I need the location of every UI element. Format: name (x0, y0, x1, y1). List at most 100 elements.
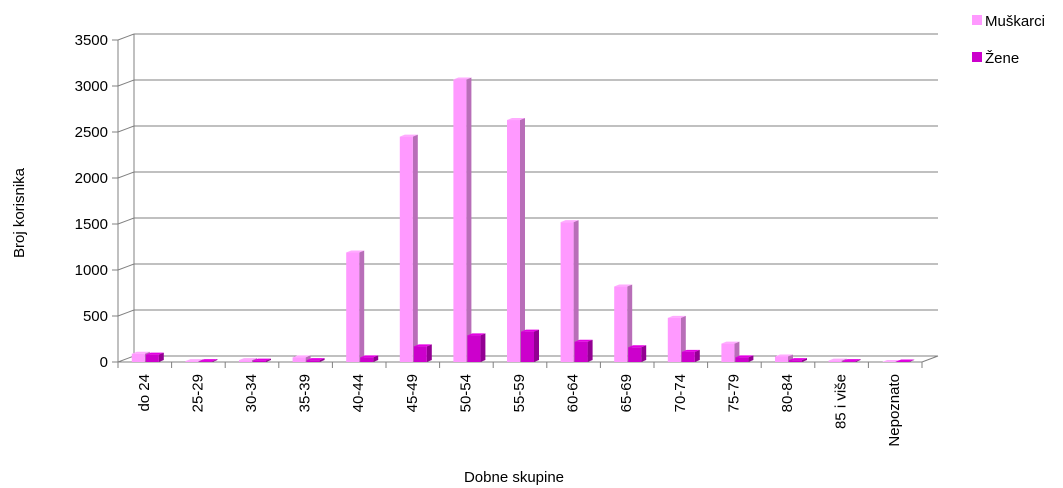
bar-zene-front (521, 331, 534, 362)
bar-muskarci-front (453, 79, 467, 362)
bar-zene-top (628, 345, 647, 348)
gridline-side (117, 217, 135, 225)
bar-muskarci (721, 341, 740, 362)
x-tick-label: 55-59 (511, 374, 528, 412)
bar-muskarci-top (399, 134, 418, 137)
bar-muskarci-top (292, 355, 311, 358)
gridline-side (117, 309, 135, 317)
bar-muskarci-top (667, 315, 686, 318)
bar-muskarci-front (185, 361, 199, 362)
x-tick-label: 80-84 (779, 374, 796, 412)
bar-zene-front (253, 360, 266, 362)
bar-muskarci-top (185, 359, 204, 362)
bar-zene-side (587, 339, 593, 362)
bar-zene (199, 359, 218, 362)
bar-zene-top (199, 359, 218, 362)
bars (131, 77, 915, 362)
bar-zene-top (145, 352, 164, 355)
bar-muskarci-side (520, 118, 525, 362)
bar-zene-side (266, 358, 271, 362)
bar-zene-side (480, 333, 486, 362)
bar-zene-top (789, 358, 807, 361)
bar-zene-front (145, 354, 159, 362)
bar-muskarci-side (412, 134, 418, 362)
x-tick-label: 45-49 (404, 374, 421, 412)
x-tick-label: 65-69 (618, 374, 635, 412)
x-tick-label: 35-39 (297, 374, 314, 412)
bar-muskarci-front (292, 357, 306, 362)
bar-muskarci-side (466, 77, 472, 362)
bar-zene-top (413, 344, 432, 347)
bar-zene-side (319, 358, 325, 362)
bar-muskarci-front (239, 360, 252, 362)
bar-muskarci-front (667, 317, 681, 362)
bar-muskarci-side (359, 250, 365, 362)
bar-zene-top (574, 339, 593, 342)
bar-muskarci-front (507, 120, 520, 362)
bar-muskarci (882, 360, 901, 362)
legend-swatch-muskarci (972, 15, 982, 25)
bar-muskarci-front (399, 136, 413, 362)
x-tick-label: do 24 (136, 374, 153, 412)
x-tick-label: 30-34 (243, 374, 260, 412)
bar-zene-side (373, 355, 379, 362)
gridlines (117, 33, 938, 363)
bar-muskarci-top (721, 341, 740, 344)
bar-zene-top (521, 329, 539, 332)
bar-zene (467, 333, 486, 362)
bar-zene (253, 358, 271, 362)
x-tick-label: 60-64 (565, 374, 582, 412)
bar-muskarci-top (560, 220, 579, 223)
legend-label-zene: Žene (985, 50, 1019, 67)
bar-zene-top (467, 333, 486, 336)
y-tick-label: 2500 (75, 124, 108, 141)
bar-zene-top (360, 355, 379, 358)
bar-muskarci (453, 77, 472, 362)
bar-zene-front (306, 360, 320, 362)
bar-zene-front (413, 346, 427, 362)
x-tick-label: 25-29 (189, 374, 206, 412)
bar-zene-side (534, 329, 539, 362)
y-tick-label: 0 (100, 354, 108, 371)
bar-muskarci-front (775, 356, 788, 362)
bar-zene (628, 345, 647, 362)
bar-zene (574, 339, 593, 362)
bar-zene (306, 358, 325, 362)
y-tick-label: 1500 (75, 216, 108, 233)
bar-zene (735, 355, 754, 362)
bar-zene-side (802, 358, 807, 362)
bar-zene-side (694, 349, 700, 362)
x-tick-label: 85 i više (833, 374, 850, 429)
bar-zene-side (158, 352, 164, 362)
x-tick-labels: do 24 25-29 30-34 35-39 40-44 45-49 50-54 55-59… (136, 374, 903, 447)
bar-zene-front (735, 357, 749, 362)
x-tick-label: 70-74 (672, 374, 689, 412)
bar-muskarci-top (614, 284, 633, 287)
bar-zene-front (574, 341, 588, 362)
bar-zene-front (842, 361, 856, 362)
bar-zene-side (748, 355, 754, 362)
gridline-side (117, 33, 135, 41)
y-tick-label: 3000 (75, 78, 108, 95)
x-tick-label: 50-54 (457, 374, 474, 412)
bar-zene-side (909, 359, 915, 362)
legend-swatch-zene (972, 52, 982, 62)
x-axis-title: Dobne skupine (464, 469, 564, 486)
bar-zene-front (628, 347, 642, 362)
x-tick-label: 40-44 (350, 374, 367, 412)
gridline-side (117, 263, 135, 271)
bar-zene-side (426, 344, 432, 362)
bar-muskarci (614, 284, 633, 362)
bar-muskarci-top (346, 250, 365, 253)
y-tick-labels: 0 500 1000 1500 2000 2500 3000 3500 (75, 32, 108, 371)
bar-zene-top (681, 349, 700, 352)
bar-zene-side (212, 359, 218, 362)
y-tick-label: 3500 (75, 32, 108, 49)
bar-muskarci-front (614, 286, 628, 362)
bar-zene-top (896, 359, 915, 362)
legend: Muškarci Žene (972, 13, 1045, 67)
gridline-side (117, 125, 135, 133)
bar-muskarci-side (573, 220, 579, 362)
bar-muskarci-top (882, 360, 901, 362)
legend-label-muskarci: Muškarci (985, 13, 1045, 30)
